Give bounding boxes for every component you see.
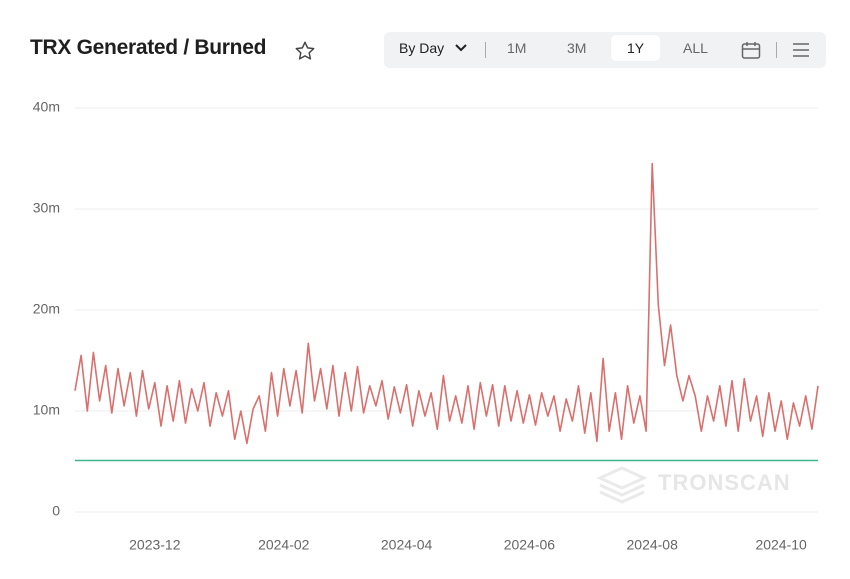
chevron — [455, 44, 467, 52]
y-tick-label: 40m — [33, 99, 60, 115]
menu-icon[interactable] — [792, 42, 810, 58]
range-button[interactable]: 3M — [567, 40, 587, 56]
separator — [485, 42, 486, 58]
chart-title: TRX Generated / Burned — [30, 36, 267, 59]
calendar-icon[interactable] — [741, 41, 761, 60]
favorite-star[interactable] — [294, 40, 316, 62]
watermark-text: TRONSCAN — [658, 470, 791, 495]
separator — [776, 42, 777, 58]
x-tick-label: 2024-06 — [504, 537, 556, 553]
interval-label: By Day — [399, 40, 445, 56]
x-tick-label: 2023-12 — [129, 537, 181, 553]
y-tick-label: 20m — [33, 301, 60, 317]
range-button[interactable]: ALL — [683, 40, 708, 56]
x-tick-label: 2024-02 — [258, 537, 310, 553]
series-line — [74, 162, 819, 445]
range-button[interactable]: 1M — [507, 40, 527, 56]
x-tick-label: 2024-08 — [627, 537, 679, 553]
watermark: TRONSCAN — [596, 466, 791, 504]
toolbar: By Day 1M 3M 1Y ALL — [384, 32, 826, 68]
x-tick-label: 2024-04 — [381, 537, 433, 553]
y-tick-label: 30m — [33, 200, 60, 216]
y-tick-label: 0 — [52, 503, 60, 519]
y-tick-label: 10m — [33, 402, 60, 418]
x-tick-label: 2024-10 — [755, 537, 807, 553]
range-button-selected[interactable]: 1Y — [611, 35, 661, 61]
interval-select[interactable]: By Day — [399, 40, 468, 56]
